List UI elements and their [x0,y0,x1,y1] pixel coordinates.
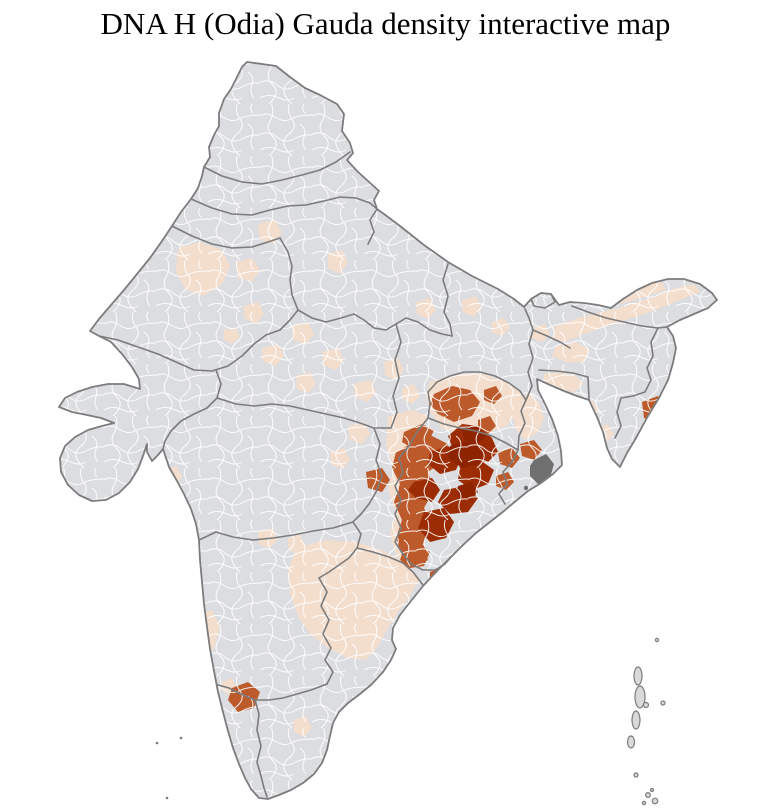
india-outer-border [58,61,718,800]
lakshadweep-islands [155,736,183,800]
district-goa[interactable] [173,591,197,627]
page-title: DNA H (Odia) Gauda density interactive m… [100,6,671,41]
andaman-nicobar-islands [626,637,666,806]
state-boundaries [98,151,668,798]
